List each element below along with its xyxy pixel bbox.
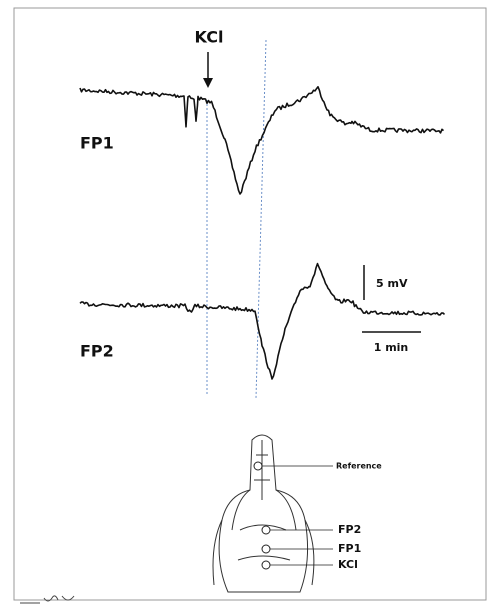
trace-label: FP2 (80, 342, 114, 361)
electrode-label: FP1 (338, 542, 361, 555)
electrode-label: KCl (338, 558, 358, 571)
stimulus-label: KCl (195, 28, 224, 47)
leader-line (262, 466, 333, 565)
corner-mark (20, 596, 74, 603)
electrode-label: Reference (336, 462, 382, 471)
figure: KCl FP1 FP2 5 mV 1 min Reference FP2 FP1… (0, 0, 496, 610)
scale-label: 1 min (374, 341, 409, 354)
arrow-head (203, 78, 213, 88)
electrode-label: FP2 (338, 523, 361, 536)
trace-label: FP1 (80, 134, 114, 153)
scale-label: 5 mV (376, 277, 408, 290)
